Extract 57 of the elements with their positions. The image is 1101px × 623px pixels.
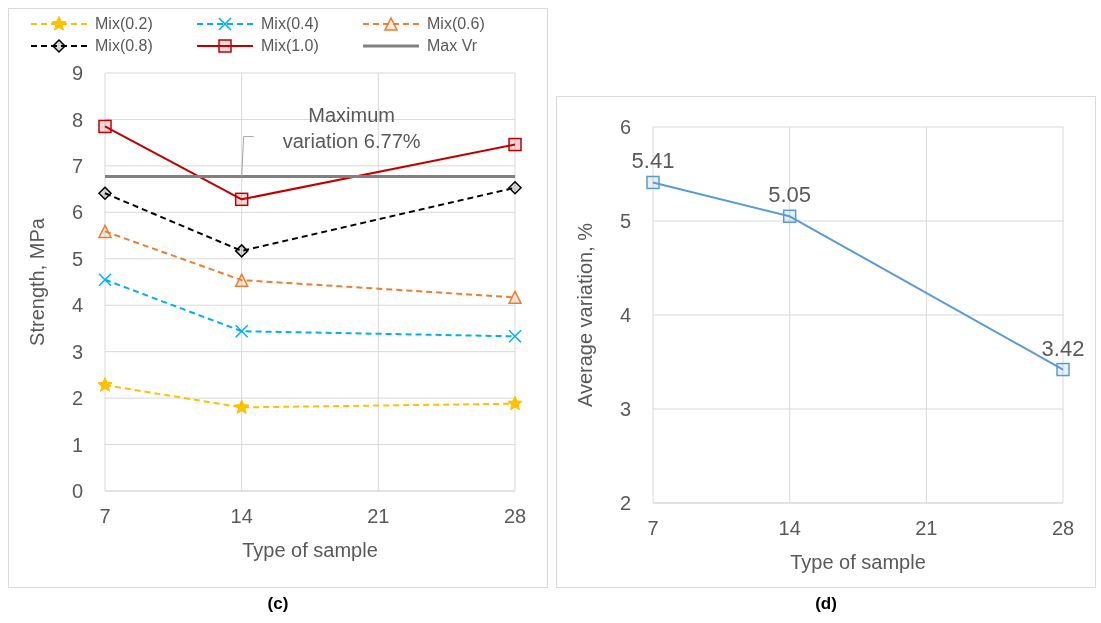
x-axis-title: Type of sample [790, 551, 926, 573]
legend-label: Max Vr [427, 37, 478, 55]
x-tick-label: 7 [647, 517, 659, 540]
point [646, 175, 660, 190]
point [98, 224, 112, 239]
x-tick-label: 14 [230, 505, 253, 528]
y-tick-label: 3 [71, 340, 83, 363]
x-tick-label: 21 [367, 505, 390, 528]
point [234, 399, 250, 414]
text: (d) [815, 594, 837, 614]
point [508, 137, 522, 152]
point [97, 377, 113, 392]
y-tick-label: 4 [619, 304, 631, 327]
point [98, 272, 112, 287]
point [98, 119, 112, 134]
y-tick-label: 6 [71, 201, 83, 224]
point [234, 244, 249, 258]
y-tick-label: 5 [71, 247, 83, 270]
legend-label: Mix(0.6) [427, 15, 485, 33]
data-label: 3.42 [1041, 335, 1085, 361]
point [234, 192, 249, 207]
legend-label: Mix(0.2) [95, 15, 153, 33]
y-tick-label: 3 [619, 398, 631, 421]
x-tick-label: 28 [503, 505, 527, 528]
y-tick-label: 1 [71, 433, 83, 456]
data-label: 5.41 [631, 148, 675, 174]
point [507, 395, 523, 411]
point [234, 273, 249, 287]
x-tick-label: 28 [1051, 517, 1075, 540]
y-tick-label: 2 [71, 387, 83, 410]
y-axis-title: Average variation, % [574, 222, 597, 408]
annotation: Maximum variation 6.77% [282, 103, 421, 152]
y-axis-title: Strength, MPa [26, 217, 49, 346]
data-label: 5.05 [768, 182, 812, 208]
x-tick-label: 21 [915, 517, 938, 540]
y-tick-label: 9 [71, 62, 83, 85]
y-tick-label: 4 [71, 294, 83, 317]
legend-label: Mix(0.8) [95, 37, 153, 55]
y-tick-label: 5 [619, 210, 631, 233]
legend-label: Mix(1.0) [261, 37, 319, 55]
y-tick-label: 6 [619, 116, 631, 139]
text: (c) [267, 594, 289, 614]
x-tick-label: 14 [778, 517, 801, 540]
point [508, 290, 522, 305]
point [234, 324, 249, 338]
y-tick-label: 0 [71, 480, 83, 503]
x-axis-title: Type of sample [242, 539, 378, 561]
x-tick-label: 7 [99, 505, 111, 528]
point [508, 329, 522, 344]
point [1056, 362, 1070, 377]
y-tick-label: 8 [71, 108, 83, 131]
y-tick-label: 2 [619, 492, 631, 515]
point [508, 180, 522, 195]
point [782, 209, 797, 224]
legend-label: Mix(0.4) [261, 15, 319, 33]
y-tick-label: 7 [71, 154, 83, 177]
point [98, 186, 112, 201]
